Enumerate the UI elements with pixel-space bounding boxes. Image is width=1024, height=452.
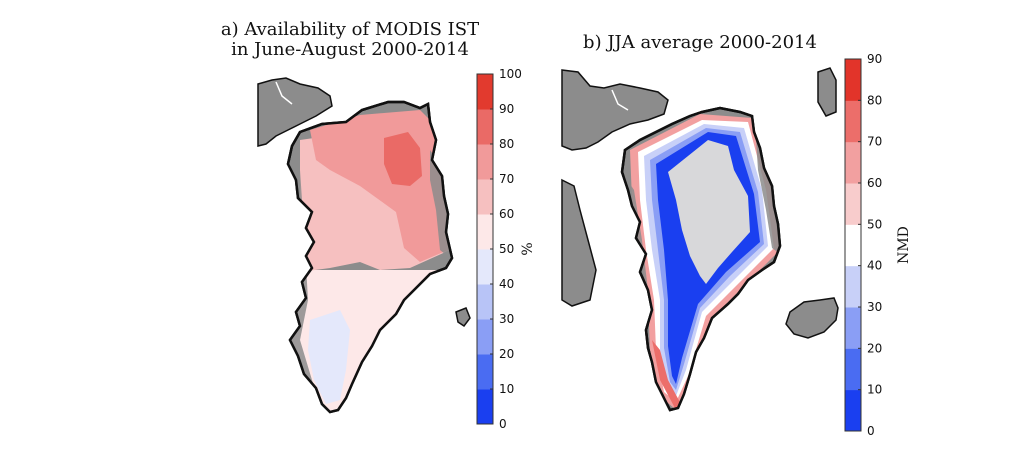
region-northeast-a	[384, 132, 422, 186]
colorbar-b-segment	[845, 100, 861, 143]
colorbar-b-tick-label: 10	[867, 383, 882, 397]
colorbar-a-segment	[477, 319, 493, 355]
colorbar-a-tick-label: 20	[499, 347, 514, 361]
colorbar-b-tick-label: 60	[867, 176, 882, 190]
panel-a-title-line2: in June-August 2000-2014	[231, 39, 469, 60]
canada-channel-b	[611, 89, 629, 111]
region-far-south-a	[308, 310, 350, 404]
colorbar-b-tick-label: 90	[867, 52, 882, 66]
colorbar-a-segment	[477, 179, 493, 215]
band-red-edge-b	[652, 340, 682, 410]
colorbar-b-tick-label: 0	[867, 424, 875, 438]
svalbard-land-b	[817, 67, 837, 117]
colorbar-a-tick-label: 60	[499, 207, 514, 221]
canada-channel-a	[275, 81, 293, 105]
colorbar-a-segment	[477, 389, 493, 425]
colorbar-b-segment	[845, 389, 861, 432]
colorbar-a-segment	[477, 249, 493, 285]
colorbar-b-segment	[845, 348, 861, 391]
colorbar-b-segment	[845, 141, 861, 184]
map-panel-b	[561, 67, 839, 412]
canada-land-a	[257, 77, 333, 147]
canada-land-b	[561, 69, 669, 151]
colorbar-a-label: %	[520, 242, 536, 255]
colorbar-a-tick-label: 40	[499, 277, 514, 291]
interior-no-melt-b	[668, 140, 750, 284]
colorbar-a-tick-label: 0	[499, 417, 507, 431]
colorbar-b-label: NMD	[896, 226, 912, 264]
colorbar-a-tick-label: 10	[499, 382, 514, 396]
colorbar-b-tick-label: 40	[867, 259, 882, 273]
colorbar-b-segment	[845, 59, 861, 101]
baffin-land-b	[561, 178, 597, 307]
colorbar-b-tick-label: 20	[867, 341, 882, 355]
colorbar-a-tick-label: 50	[499, 242, 514, 256]
iceland-land-b	[785, 297, 839, 339]
map-panel-a	[257, 77, 471, 414]
panel-b-title: b) JJA average 2000-2014	[583, 32, 817, 53]
colorbar-b: 0 10 20 30 40 50 60 70 80 90	[844, 52, 882, 438]
colorbar-a-tick-label: 70	[499, 172, 514, 186]
coast-strip-east-b	[756, 140, 780, 254]
colorbar-b-segment	[845, 307, 861, 349]
colorbar-a-tick-label: 30	[499, 312, 514, 326]
colorbar-b-segment	[845, 224, 861, 267]
colorbar-b-segment	[845, 265, 861, 308]
panel-a-title-line1: a) Availability of MODIS IST	[220, 19, 480, 40]
colorbar-a-segment	[477, 74, 493, 110]
colorbar-a: 0 10 20 30 40 50 60 70 80 90 100	[476, 67, 522, 431]
colorbar-b-tick-label: 80	[867, 93, 882, 107]
panel-a-title: a) Availability of MODIS IST in June-Aug…	[200, 20, 500, 60]
iceland-land-a	[455, 307, 471, 328]
colorbar-b-tick-label: 50	[867, 217, 882, 231]
colorbar-a-segment	[477, 214, 493, 250]
colorbar-a-segment	[477, 109, 493, 145]
colorbar-b-border	[844, 58, 862, 432]
nmd-field-b	[622, 114, 780, 410]
colorbar-b-segment	[845, 183, 861, 225]
colorbar-a-segment	[477, 354, 493, 390]
colorbar-a-tick-label: 100	[499, 67, 522, 81]
colorbar-a-tick-label: 80	[499, 137, 514, 151]
colorbar-b-tick-label: 30	[867, 300, 882, 314]
colorbar-b-tick-label: 70	[867, 135, 882, 149]
colorbar-a-segment	[477, 284, 493, 320]
colorbar-a-tick-label: 90	[499, 102, 514, 116]
colorbar-a-segment	[477, 144, 493, 180]
